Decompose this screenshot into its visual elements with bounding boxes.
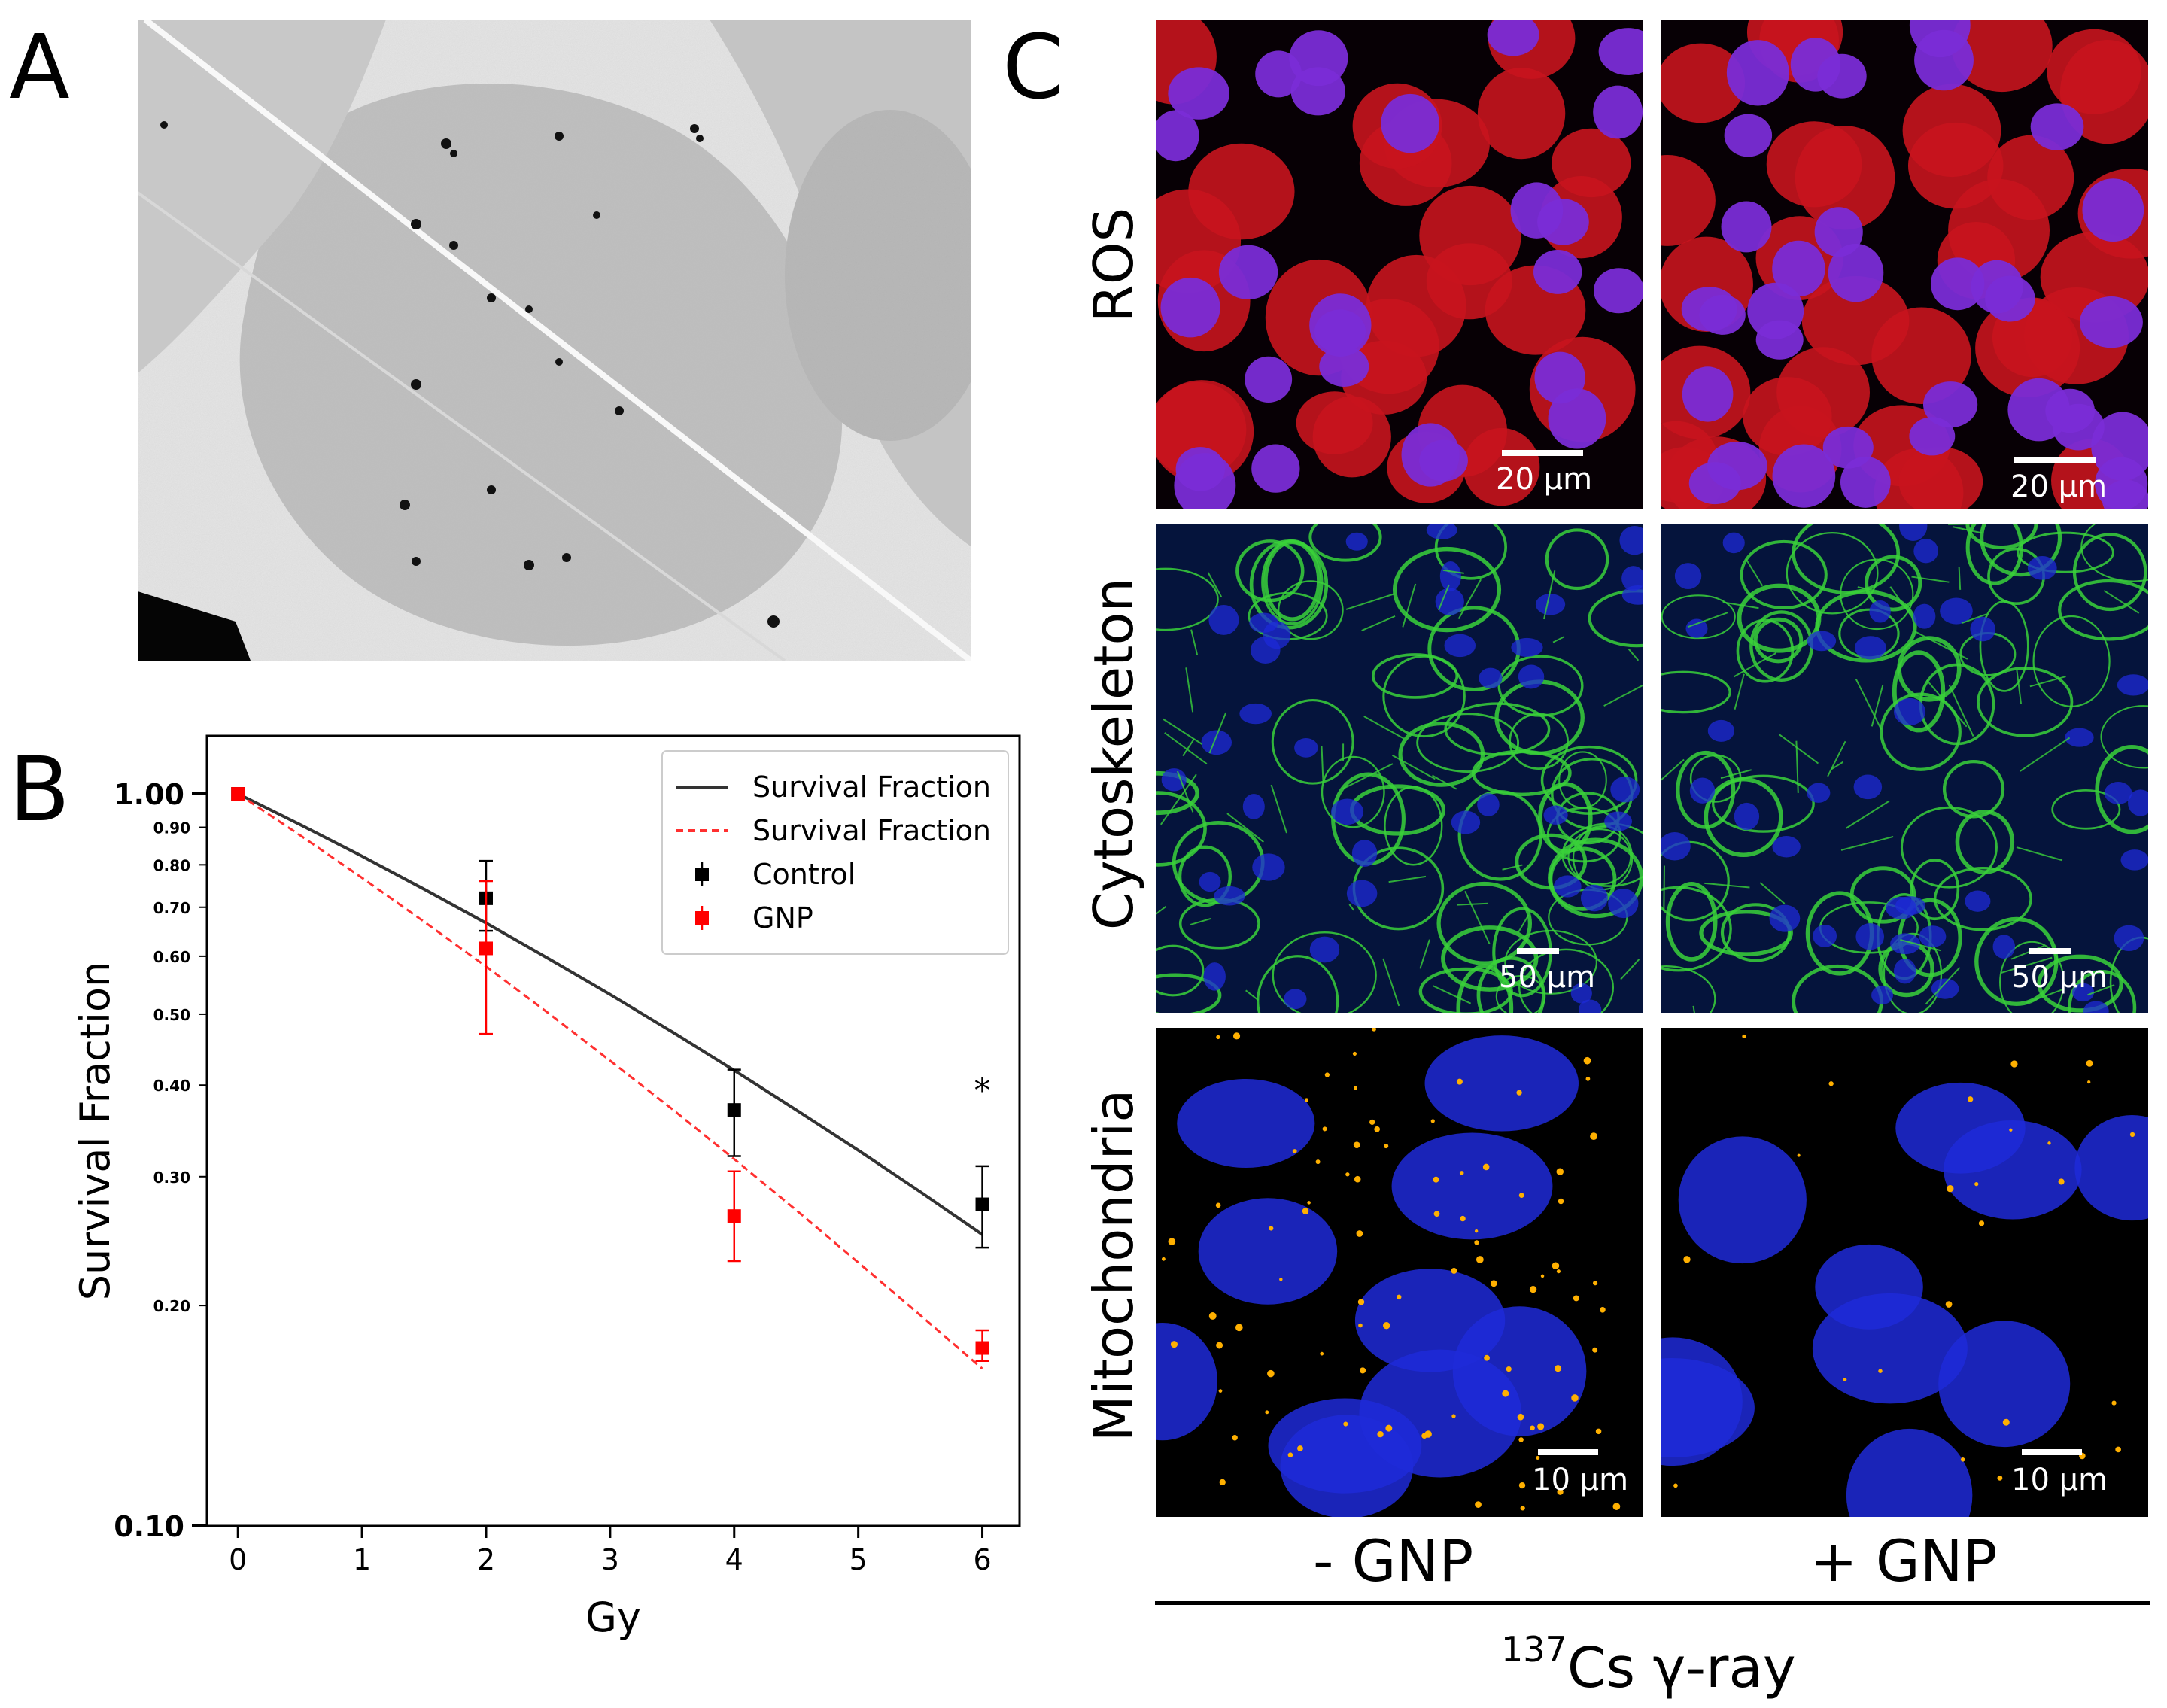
y-minor-tick-label: 0.60 (153, 948, 190, 966)
legend-label: Survival Fraction (752, 770, 991, 804)
row-label-cytoskeleton: Cytoskeleton (1082, 577, 1145, 931)
legend-label: GNP (752, 901, 813, 935)
electron-micrograph (136, 17, 995, 664)
scale-bar-label: 10 μm (2011, 1463, 2108, 1497)
radiation-caption: 137Cs γ-ray (1501, 1629, 1796, 1700)
x-tick-label: 4 (725, 1543, 743, 1576)
y-minor-tick-label: 0.90 (153, 819, 190, 837)
legend-marker-swatch (695, 868, 709, 881)
legend-label: Survival Fraction (752, 814, 991, 847)
y-minor-tick-label: 0.80 (153, 856, 190, 874)
fit-curve-dashed (237, 792, 983, 1370)
survival-chart: 0 1 2 3 4 5 6 0.10 1.00 0.20 0.30 0.40 0.50 0.60 0.70 0… (0, 707, 1053, 1685)
scale-bar-label: 50 μm (1499, 960, 1596, 995)
y-axis-label: Survival Fraction (71, 962, 119, 1300)
column-label-plus-gnp: + GNP (1810, 1527, 1998, 1594)
legend-label: Control (752, 858, 856, 891)
ros-control-image: 20 μm (1156, 20, 1643, 509)
scale-bar-label: 20 μm (1496, 462, 1593, 497)
data-point-gnp (975, 1341, 989, 1355)
y-minor-tick-label: 0.40 (153, 1077, 190, 1095)
column-label-minus-gnp: - GNP (1313, 1527, 1474, 1594)
survival-chart-svg: 0 1 2 3 4 5 6 0.10 1.00 0.20 0.30 0.40 0.50 0.60 0.70 0… (71, 734, 1021, 1641)
x-axis-label: Gy (585, 1594, 641, 1641)
scale-bar-label: 20 μm (2010, 470, 2108, 504)
x-tick-label: 1 (353, 1543, 371, 1576)
mitochondria-gnp-image: 10 μm (1661, 1028, 2148, 1517)
panel-letter-c: C (1002, 15, 1065, 119)
y-major-tick-label: 1.00 (114, 778, 184, 811)
ros-gnp-image: 20 μm (1661, 20, 2148, 509)
cytoskeleton-gnp-image: 50 μm (1661, 524, 2148, 1013)
mitochondria-control-image: 10 μm (1156, 1028, 1643, 1517)
y-minor-tick-label: 0.50 (153, 1006, 190, 1024)
scale-bar (2014, 457, 2096, 463)
y-minor-tick-label: 0.30 (153, 1169, 190, 1187)
scale-bar-label: 10 μm (1532, 1463, 1629, 1497)
scale-bar (2029, 948, 2071, 954)
scale-bar (2022, 1449, 2082, 1455)
plot-frame (205, 734, 1021, 1527)
y-minor-tick-label: 0.20 (153, 1297, 190, 1315)
cytoskeleton-control-image: 50 μm (1156, 524, 1643, 1013)
x-tick-label: 5 (849, 1543, 868, 1576)
legend-box (661, 750, 1009, 955)
panel-letter-a: A (9, 15, 70, 119)
x-tick-label: 0 (229, 1543, 247, 1576)
x-tick-label: 3 (601, 1543, 619, 1576)
scale-bar (1538, 1449, 1598, 1455)
isotope-mass-number: 137 (1501, 1629, 1567, 1670)
legend-marker-swatch (695, 911, 709, 925)
data-point-control (727, 1103, 741, 1117)
scale-bar-label: 50 μm (2011, 960, 2108, 995)
data-point-control (975, 1197, 989, 1211)
row-label-ros: ROS (1082, 207, 1145, 323)
fit-curve-solid (237, 792, 983, 1236)
significance-marker: * (974, 1071, 991, 1110)
y-major-tick-label: 0.10 (114, 1510, 184, 1543)
row-label-mitochondria: Mitochondria (1082, 1089, 1145, 1442)
radiation-caption-text: Cs γ-ray (1567, 1636, 1796, 1700)
data-point-gnp (727, 1209, 741, 1223)
y-minor-tick-label: 0.70 (153, 899, 190, 917)
x-tick-label: 6 (973, 1543, 991, 1576)
column-group-rule (1155, 1601, 2150, 1605)
scale-bar (1502, 450, 1583, 456)
data-point-gnp (479, 941, 493, 956)
data-point-gnp (231, 787, 245, 801)
scale-bar (1517, 948, 1559, 954)
x-tick-label: 2 (477, 1543, 495, 1576)
panel-letter-b: B (9, 737, 70, 841)
